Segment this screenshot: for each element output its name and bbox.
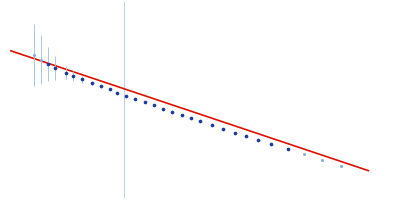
Point [88,81,95,84]
Point [208,123,215,126]
Point [220,127,226,130]
Point [98,85,104,88]
Point [31,53,37,56]
Point [114,91,120,94]
Point [169,110,176,113]
Point [63,71,70,74]
Point [160,107,166,110]
Point [254,139,261,142]
Point [284,148,291,151]
Point [243,135,249,138]
Point [231,131,238,134]
Point [70,74,76,78]
Point [300,153,307,156]
Point [178,113,185,117]
Point [151,104,157,107]
Point [338,164,344,168]
Point [107,88,113,91]
Point [188,116,194,120]
Point [197,120,203,123]
Point [142,101,148,104]
Point [52,66,58,70]
Point [132,97,139,101]
Point [123,94,130,98]
Point [268,143,275,146]
Point [45,63,51,66]
Point [319,158,326,162]
Point [79,78,86,81]
Point [38,58,44,61]
